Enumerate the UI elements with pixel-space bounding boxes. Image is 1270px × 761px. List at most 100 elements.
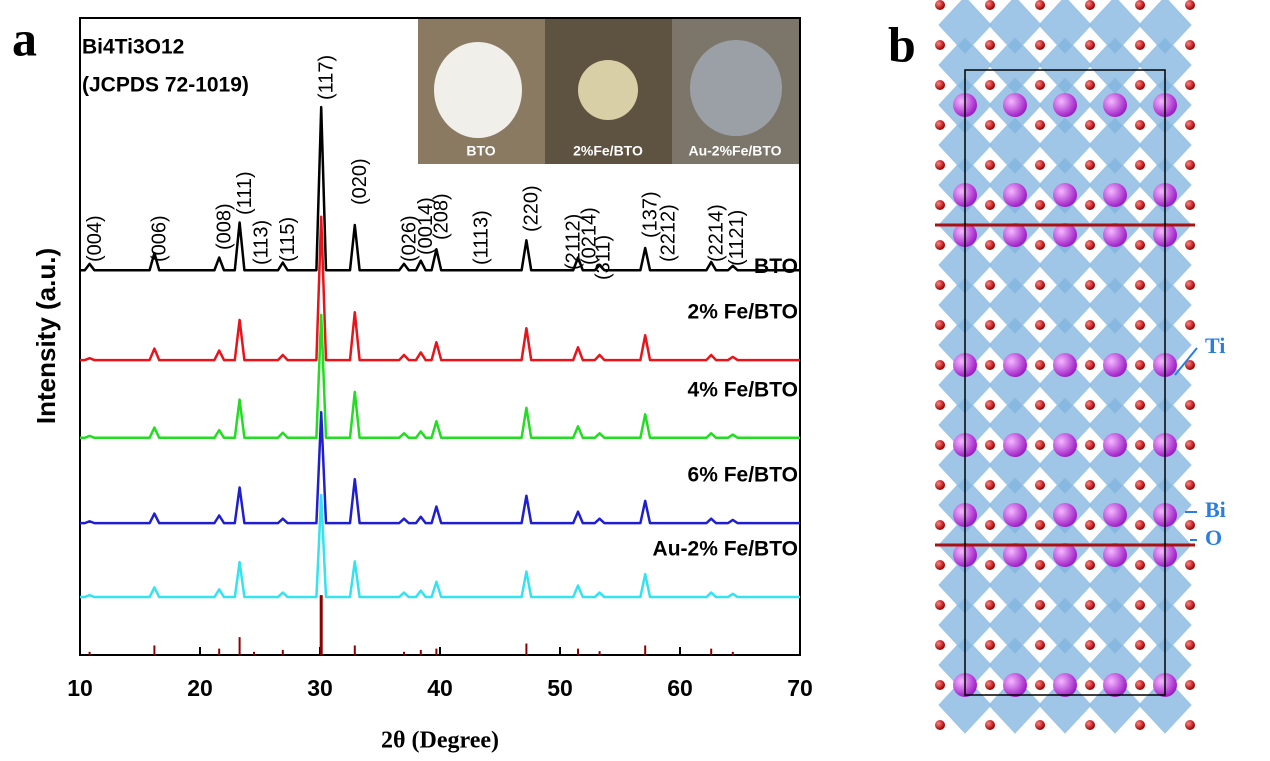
- o-atom: [1185, 520, 1195, 530]
- x-tick-label: 50: [547, 675, 573, 701]
- xrd-line: [80, 411, 800, 525]
- o-atom: [1085, 360, 1095, 370]
- x-tick-label: 10: [67, 675, 93, 701]
- o-atom: [1135, 720, 1145, 730]
- o-atom: [985, 600, 995, 610]
- o-atom: [1135, 360, 1145, 370]
- o-atom: [1035, 520, 1045, 530]
- peak-label: (111): [234, 171, 256, 215]
- bi-atom: [1103, 673, 1127, 697]
- xrd-line: [80, 215, 800, 362]
- o-atom: [1135, 240, 1145, 250]
- bi-atom: [1053, 223, 1077, 247]
- o-atom: [985, 640, 995, 650]
- o-atom: [1085, 280, 1095, 290]
- bi-atom: [1103, 543, 1127, 567]
- peak-label: (137): [639, 191, 661, 238]
- peak-label: (2214): [705, 204, 727, 262]
- o-atom: [935, 120, 945, 130]
- bi-atom: [1003, 673, 1027, 697]
- o-atom: [1085, 520, 1095, 530]
- o-atom: [1135, 600, 1145, 610]
- o-atom: [935, 560, 945, 570]
- o-atom: [935, 80, 945, 90]
- o-atom: [1035, 40, 1045, 50]
- o-atom: [1035, 560, 1045, 570]
- bi-atom: [1003, 223, 1027, 247]
- o-atom: [985, 200, 995, 210]
- o-atom: [935, 160, 945, 170]
- o-atom: [985, 280, 995, 290]
- bi-atom: [1053, 503, 1077, 527]
- o-atom: [1035, 320, 1045, 330]
- atom-label: Bi: [1205, 497, 1226, 522]
- o-atom: [1185, 320, 1195, 330]
- panel-label: a: [12, 10, 37, 66]
- o-atom: [1035, 640, 1045, 650]
- peak-label: (220): [521, 185, 543, 232]
- o-atom: [1185, 200, 1195, 210]
- peak-label: (2112): [563, 214, 585, 270]
- o-atom: [935, 640, 945, 650]
- x-axis-label: 2θ (Degree): [381, 728, 499, 754]
- series-label: BTO: [754, 255, 798, 278]
- o-atom: [1135, 0, 1145, 10]
- o-atom: [1035, 120, 1045, 130]
- o-atom: [1135, 120, 1145, 130]
- o-atom: [1185, 560, 1195, 570]
- peak-label: (004): [84, 215, 106, 262]
- photo-label: Au-2%Fe/BTO: [688, 143, 781, 159]
- xrd-line: [80, 313, 800, 440]
- o-atom: [1135, 320, 1145, 330]
- series-label: 2% Fe/BTO: [688, 301, 798, 324]
- o-atom: [985, 480, 995, 490]
- o-atom: [985, 80, 995, 90]
- bi-atom: [1003, 503, 1027, 527]
- o-atom: [985, 440, 995, 450]
- o-atom: [1185, 160, 1195, 170]
- o-atom: [1085, 480, 1095, 490]
- o-atom: [1135, 400, 1145, 410]
- x-tick-label: 30: [307, 675, 333, 701]
- panel-label: b: [888, 16, 916, 72]
- o-atom: [985, 40, 995, 50]
- o-atom: [935, 240, 945, 250]
- o-atom: [935, 320, 945, 330]
- o-atom: [1135, 520, 1145, 530]
- o-atom: [985, 160, 995, 170]
- o-atom: [985, 360, 995, 370]
- peak-label: (208): [431, 193, 453, 240]
- peak-label: (1121): [726, 210, 748, 266]
- o-atom: [1035, 0, 1045, 10]
- o-atom: [985, 240, 995, 250]
- o-atom: [985, 120, 995, 130]
- o-atom: [1085, 80, 1095, 90]
- bi-atom: [1053, 183, 1077, 207]
- o-atom: [1085, 200, 1095, 210]
- o-atom: [985, 560, 995, 570]
- xrd-line: [80, 105, 800, 272]
- o-atom: [1185, 680, 1195, 690]
- o-atom: [1185, 360, 1195, 370]
- pointer: [1174, 347, 1198, 376]
- o-atom: [1135, 680, 1145, 690]
- o-atom: [935, 480, 945, 490]
- o-atom: [985, 720, 995, 730]
- powder: [690, 40, 782, 136]
- bi-atom: [1053, 93, 1077, 117]
- o-atom: [935, 280, 945, 290]
- o-atom: [1085, 160, 1095, 170]
- bi-atom: [1003, 543, 1027, 567]
- o-atom: [1135, 40, 1145, 50]
- peak-label: (008): [213, 203, 235, 250]
- o-atom: [935, 40, 945, 50]
- atom-label: Ti: [1205, 333, 1225, 358]
- o-atom: [1185, 440, 1195, 450]
- bi-atom: [1003, 433, 1027, 457]
- o-atom: [1185, 720, 1195, 730]
- inset-photos: [418, 18, 800, 164]
- o-atom: [1035, 80, 1045, 90]
- o-atom: [1085, 40, 1095, 50]
- o-atom: [1035, 360, 1045, 370]
